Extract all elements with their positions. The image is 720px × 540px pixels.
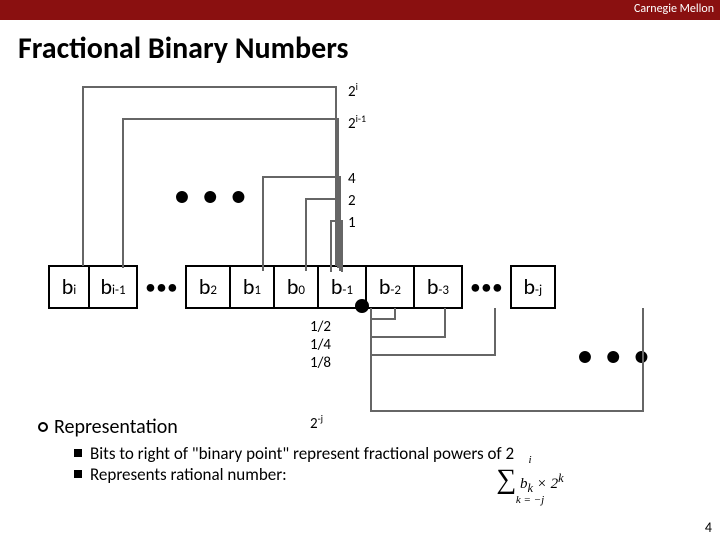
representation-heading: Representation <box>38 415 698 439</box>
bit-cell: b0 <box>273 265 319 309</box>
weight-label: 2i <box>348 80 358 101</box>
weight-bracket <box>370 308 644 412</box>
weight-label: 1 <box>348 214 356 232</box>
weight-label: 4 <box>348 170 356 188</box>
diagram-area: • • • bibi-1•••b2b1b0b-1b-2b-3•••b-j • •… <box>0 70 720 420</box>
weight-label: 1/4 <box>310 336 331 354</box>
formula-upper: i <box>470 455 590 466</box>
brand-label: Carnegie Mellon <box>634 2 714 16</box>
weight-bracket <box>330 220 343 272</box>
bit-cell: b1 <box>229 265 275 309</box>
binary-point <box>355 299 369 313</box>
representation-section: Representation Bits to right of "binary … <box>38 415 698 485</box>
bullet-1: Bits to right of "binary point" represen… <box>74 443 698 464</box>
sigma-icon: ∑ <box>496 464 516 495</box>
formula-main-row: ∑ bk × 2k <box>470 466 590 495</box>
weight-label: 2i-1 <box>348 112 366 133</box>
bullet-ring-icon <box>38 422 48 432</box>
page-number: 4 <box>705 519 712 536</box>
bit-cell: b2 <box>185 265 231 309</box>
page-title: Fractional Binary Numbers <box>18 30 720 67</box>
weight-label: 1/2 <box>310 318 331 336</box>
bit-cell: b-2 <box>365 265 415 309</box>
header-bar: Carnegie Mellon <box>0 0 720 20</box>
bullet-square-icon <box>74 470 82 478</box>
bits-row: bibi-1•••b2b1b0b-1b-2b-3•••b-j <box>50 265 556 309</box>
bullet-square-icon <box>74 449 82 457</box>
bits-ellipsis: ••• <box>138 276 187 298</box>
bit-cell: bi <box>48 265 90 309</box>
formula-body: bk × 2k <box>520 476 564 492</box>
bits-ellipsis: ••• <box>463 276 512 298</box>
weight-label: 2 <box>348 192 356 210</box>
bit-cell: bi-1 <box>88 265 138 309</box>
summation-formula: i ∑ bk × 2k k = −j <box>470 455 590 506</box>
bit-cell: b-3 <box>413 265 463 309</box>
bit-cell: b-j <box>510 265 556 309</box>
representation-bullets: Bits to right of "binary point" represen… <box>74 443 698 485</box>
weight-label: 1/8 <box>310 354 331 372</box>
bullet-2: Represents rational number: <box>74 464 698 485</box>
formula-lower: k = −j <box>470 495 590 506</box>
